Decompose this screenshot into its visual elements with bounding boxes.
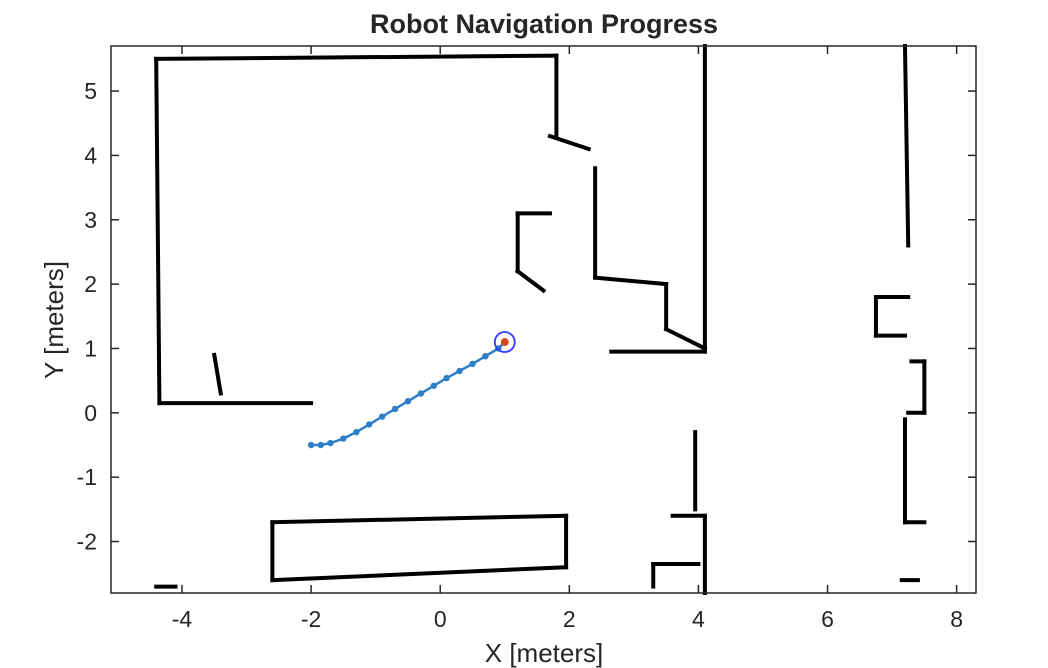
x-tick-label-4: 4 <box>692 606 705 632</box>
y-tick-label-2: 0 <box>84 400 97 426</box>
y-tick-label-7: 5 <box>84 78 97 104</box>
map-wall-0 <box>154 53 559 61</box>
plot-area <box>111 46 976 593</box>
robot-path-point-4 <box>353 428 360 436</box>
robot-path-point-0 <box>307 441 315 449</box>
x-tick-label-3: 2 <box>563 606 576 632</box>
robot-path-point-3 <box>340 435 347 442</box>
y-tick-label-4: 2 <box>84 271 97 297</box>
x-axis-ticks: -4 -2 0 2 4 6 8 <box>172 46 963 632</box>
robot-path-point-7 <box>391 405 399 413</box>
robot-path-point-9 <box>417 390 425 397</box>
map-wall-11 <box>663 326 708 352</box>
occupancy-map <box>154 43 927 595</box>
map-wall-29 <box>270 513 569 525</box>
robot-path-point-13 <box>469 360 476 368</box>
map-wall-14 <box>902 43 911 248</box>
map-wall-33 <box>211 352 224 396</box>
robot-path-point-11 <box>443 374 450 382</box>
map-wall-4 <box>547 133 592 152</box>
robot-path-point-10 <box>430 382 437 389</box>
y-axis-ticks: -2 -1 0 1 2 3 4 5 <box>77 78 976 555</box>
chart-title: Robot Navigation Progress <box>370 9 718 39</box>
axes-box <box>110 45 977 594</box>
x-tick-label-5: 6 <box>821 606 834 632</box>
y-tick-label-3: 1 <box>84 335 97 361</box>
map-wall-1 <box>154 56 162 406</box>
robot-path <box>307 338 508 449</box>
goal-marker <box>493 331 516 353</box>
robot-path-point-5 <box>366 421 373 428</box>
map-wall-7 <box>514 268 547 294</box>
y-tick-label-1: -1 <box>77 464 97 490</box>
robot-position-marker <box>500 338 509 347</box>
y-axis-label: Y [meters] <box>39 261 69 379</box>
robot-path-point-1 <box>317 441 324 449</box>
x-tick-label-1: -2 <box>301 606 321 632</box>
robot-markers <box>493 331 516 353</box>
robot-path-point-6 <box>378 413 386 420</box>
map-wall-9 <box>592 275 669 287</box>
x-tick-label-2: 0 <box>434 606 447 632</box>
robot-path-point-2 <box>327 439 334 447</box>
x-tick-label-0: -4 <box>172 606 193 632</box>
robot-path-point-14 <box>482 352 489 360</box>
y-tick-label-6: 4 <box>84 142 97 168</box>
y-tick-label-5: 3 <box>84 207 97 233</box>
x-tick-label-6: 8 <box>950 606 963 632</box>
map-wall-31 <box>270 565 569 583</box>
robot-path-point-12 <box>456 367 463 375</box>
x-axis-label: X [meters] <box>485 638 603 668</box>
y-tick-label-0: -2 <box>77 529 97 555</box>
robot-path-point-8 <box>404 398 412 405</box>
